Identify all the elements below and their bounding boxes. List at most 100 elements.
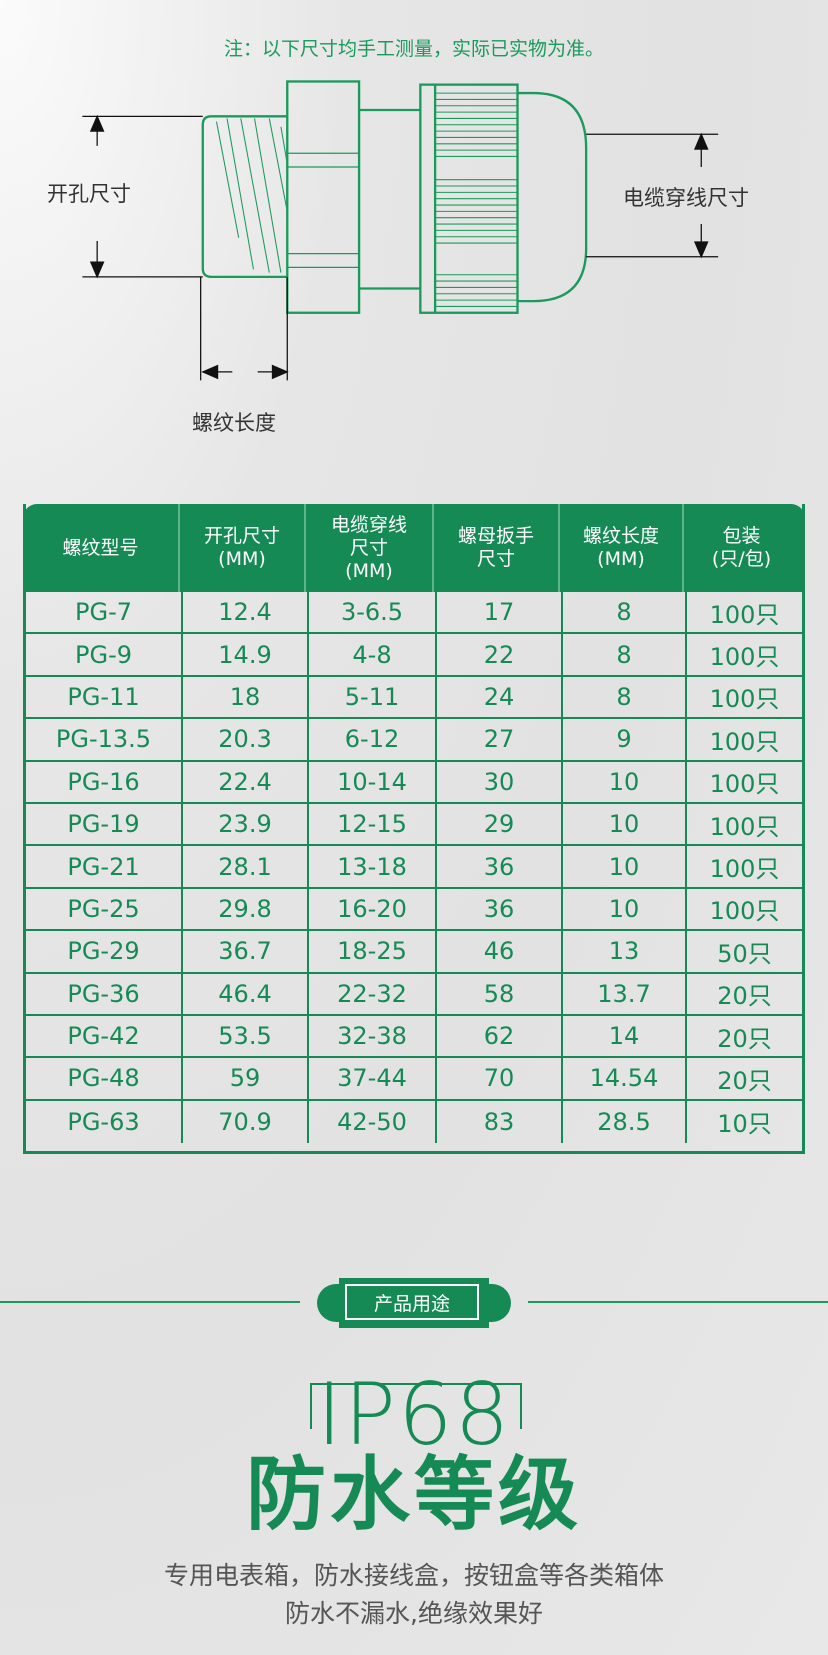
table-cell: PG-13.5: [26, 719, 183, 760]
table-cell: 6-12: [309, 719, 437, 760]
table-cell: 58: [437, 973, 563, 1014]
table-cell: 20.3: [183, 719, 309, 760]
description-line-1: 专用电表箱，防水接线盒，按钮盒等各类箱体: [163, 1561, 664, 1590]
table-cell: PG-63: [26, 1100, 183, 1144]
table-row: PG-29 36.7 18-25 46 13 50只: [26, 931, 802, 974]
table-cell: 10: [563, 888, 687, 930]
table-cell: 29: [437, 803, 563, 845]
table-cell: 14: [563, 1015, 687, 1057]
divider-right: [528, 1301, 828, 1303]
table-cell: 20只: [717, 1066, 772, 1095]
table-cell: 12.4: [183, 592, 309, 633]
spec-table: 螺纹型号 开孔尺寸 (MM) 电缆穿线 尺寸 (MM) 螺母扳手 尺寸 螺纹长度 (MM…: [23, 504, 805, 1154]
thread-body: [201, 115, 288, 279]
table-cell: 30: [437, 761, 563, 802]
table-cell: 20只: [717, 982, 772, 1011]
table-cell: PG-29: [26, 931, 183, 972]
table-row: PG-11 18 5-11 24 8 100只: [26, 676, 802, 720]
table-cell: PG-7: [26, 592, 183, 633]
table-cell: 37-44: [309, 1058, 437, 1099]
table-cell: 70: [437, 1058, 563, 1099]
table-cell: 100只: [709, 812, 780, 841]
table-cell: 83: [437, 1100, 563, 1144]
table-cell: 32-38: [309, 1015, 437, 1057]
table-cell: 53.5: [183, 1015, 309, 1057]
table-cell: 100只: [709, 685, 780, 714]
table-cell: 100只: [709, 600, 780, 629]
ip-rating-bracket: [310, 1383, 522, 1429]
table-row: PG-19 23.9 12-15 29 10 100只: [26, 803, 802, 847]
table-cell: 20只: [717, 1024, 772, 1053]
table-cell: 36: [437, 888, 563, 930]
table-row: PG-21 28.1 13-18 36 10 100只: [26, 846, 802, 889]
table-cell: 36.7: [183, 931, 309, 972]
table-cell: 18-25: [309, 931, 437, 972]
table-cell: 8: [563, 676, 687, 718]
table-cell: 14.54: [563, 1058, 687, 1099]
table-cell: 46.4: [183, 973, 309, 1014]
hex-nut: [286, 80, 361, 314]
table-cell: 9: [563, 719, 687, 760]
table-cell: 36: [437, 846, 563, 887]
measurement-note: 注：以下尺寸均手工测量，实际已实物为准。: [223, 38, 604, 60]
column-header: 螺母扳手 尺寸: [434, 504, 560, 592]
column-header: 电缆穿线 尺寸 (MM): [306, 504, 434, 592]
section-badge: 产品用途: [317, 1278, 511, 1328]
table-cell: 17: [437, 592, 563, 633]
table-row: PG-7 12.4 3-6.5 17 8 100只: [26, 592, 802, 635]
table-cell: 100只: [709, 643, 780, 672]
table-row: PG-42 53.5 32-38 62 14 20只: [26, 1015, 802, 1059]
section-title: 防水等级: [246, 1448, 582, 1541]
section-badge-label: 产品用途: [345, 1284, 479, 1320]
table-cell: 100只: [709, 897, 780, 926]
table-cell: 12-15: [309, 803, 437, 845]
cable-size-label: 电缆穿线尺寸: [623, 186, 749, 210]
divider-left: [0, 1301, 300, 1303]
column-header: 螺纹长度 (MM): [560, 504, 684, 592]
hole-size-label: 开孔尺寸: [47, 182, 131, 206]
table-cell: PG-21: [26, 846, 183, 887]
cable-gland-diagram: [82, 80, 719, 381]
table-cell: 24: [437, 676, 563, 718]
table-cell: PG-11: [26, 676, 183, 718]
table-header: 螺纹型号 开孔尺寸 (MM) 电缆穿线 尺寸 (MM) 螺母扳手 尺寸 螺纹长度 (MM…: [23, 504, 805, 592]
table-cell: 42-50: [309, 1100, 437, 1144]
table-cell: 13: [563, 931, 687, 972]
table-cell: 14.9: [183, 634, 309, 675]
column-header: 螺纹型号: [23, 504, 180, 592]
table-cell: 23.9: [183, 803, 309, 845]
table-row: PG-13.5 20.3 6-12 27 9 100只: [26, 719, 802, 762]
table-cell: 10只: [717, 1110, 772, 1139]
table-cell: 29.8: [183, 888, 309, 930]
table-cell: PG-19: [26, 803, 183, 845]
table-cell: PG-16: [26, 761, 183, 802]
table-cell: 100只: [709, 855, 780, 884]
table-cell: 4-8: [309, 634, 437, 675]
table-cell: 5-11: [309, 676, 437, 718]
table-cell: PG-48: [26, 1058, 183, 1099]
table-body: PG-7 12.4 3-6.5 17 8 100只 PG-9 14.9 4-8 22 8 100只 PG…: [26, 592, 802, 1144]
table-cell: 8: [563, 634, 687, 675]
table-cell: 100只: [709, 727, 780, 756]
dome: [517, 91, 588, 303]
description-line-2: 防水不漏水,绝缘效果好: [285, 1599, 543, 1628]
table-cell: 100只: [709, 770, 780, 799]
table-cell: 22-32: [309, 973, 437, 1014]
column-header: 开孔尺寸 (MM): [180, 504, 306, 592]
table-cell: 59: [183, 1058, 309, 1099]
table-cell: 10: [563, 761, 687, 802]
table-row: PG-36 46.4 22-32 58 13.7 20只: [26, 973, 802, 1016]
table-row: PG-16 22.4 10-14 30 10 100只: [26, 761, 802, 804]
table-cell: 8: [563, 592, 687, 633]
table-cell: 50只: [717, 939, 772, 968]
table-cell: PG-42: [26, 1015, 183, 1057]
table-cell: 10: [563, 803, 687, 845]
column-header: 包装 (只/包): [711, 525, 772, 570]
table-row: PG-63 70.9 42-50 83 28.5 10只: [26, 1100, 802, 1144]
table-cell: 10-14: [309, 761, 437, 802]
table-cell: 46: [437, 931, 563, 972]
table-cell: 16-20: [309, 888, 437, 930]
table-cell: 22: [437, 634, 563, 675]
table-cell: 28.5: [563, 1100, 687, 1144]
table-row: PG-25 29.8 16-20 36 10 100只: [26, 888, 802, 932]
